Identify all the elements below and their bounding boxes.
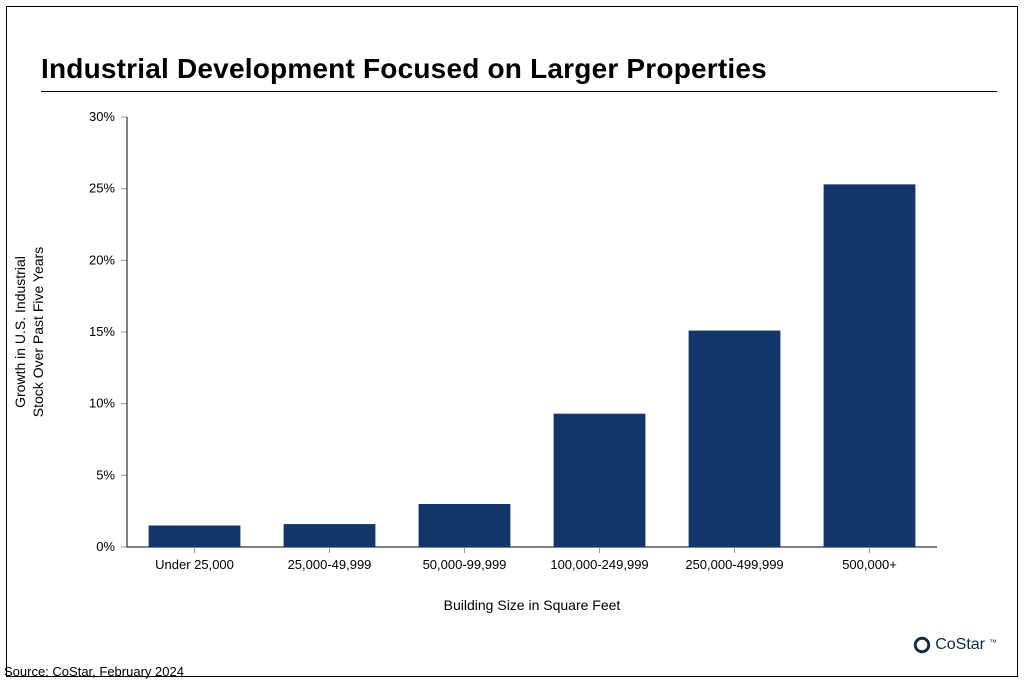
bar (554, 414, 646, 547)
y-tick-label: 10% (89, 396, 115, 411)
x-tick-label: 500,000+ (842, 557, 897, 572)
costar-logo: CoStar ™ (913, 636, 997, 654)
x-tick-label: 250,000-499,999 (685, 557, 783, 572)
costar-logo-text: CoStar (935, 636, 985, 654)
bar (419, 504, 511, 547)
bar (149, 526, 241, 548)
costar-logo-icon (913, 636, 931, 654)
bar (284, 524, 376, 547)
x-axis-title: Building Size in Square Feet (127, 597, 937, 613)
title-underline (41, 91, 997, 92)
x-tick-label: 25,000-49,999 (288, 557, 372, 572)
y-tick-label: 25% (89, 181, 115, 196)
bar (689, 331, 781, 547)
x-tick-label: 50,000-99,999 (423, 557, 507, 572)
chart-title: Industrial Development Focused on Larger… (41, 53, 767, 85)
y-tick-label: 20% (89, 252, 115, 267)
costar-logo-tm: ™ (989, 638, 997, 647)
y-tick-label: 15% (89, 324, 115, 339)
chart-frame: Industrial Development Focused on Larger… (6, 6, 1018, 677)
source-text: Source: CoStar, February 2024 (4, 664, 184, 679)
bar-chart-plot: 0%5%10%15%20%25%30%Under 25,00025,000-49… (127, 117, 937, 547)
y-tick-label: 0% (96, 539, 115, 554)
y-axis-title-line1: Growth in U.S. IndustrialStock Over Past… (12, 247, 46, 417)
x-tick-label: 100,000-249,999 (550, 557, 648, 572)
y-tick-label: 30% (89, 109, 115, 124)
y-tick-label: 5% (96, 467, 115, 482)
y-axis-title: Growth in U.S. IndustrialStock Over Past… (12, 117, 62, 547)
x-tick-label: Under 25,000 (155, 557, 234, 572)
bar (824, 184, 916, 547)
